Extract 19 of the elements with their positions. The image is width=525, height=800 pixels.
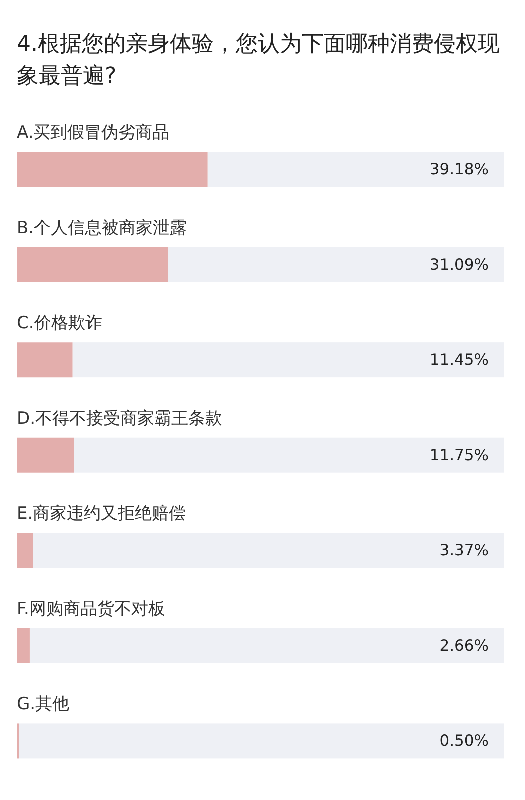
y-tick-label: E.商家违约又拒绝赔偿	[17, 504, 186, 524]
data-label: 11.75%	[430, 446, 489, 464]
bar	[17, 533, 34, 568]
y-tick-label: A.买到假冒伪劣商品	[17, 123, 170, 143]
data-label: 11.45%	[430, 351, 489, 370]
y-tick-label: B.个人信息被商家泄露	[17, 218, 188, 238]
y-tick-label: C.价格欺诈	[17, 314, 102, 334]
data-label: 3.37%	[440, 542, 489, 560]
data-label: 2.66%	[440, 636, 489, 655]
chart-title: 4.根据您的亲身体验，您认为下面哪种消费侵权现象最普遍?	[17, 31, 501, 91]
y-tick-label: F.网购商品货不对板	[17, 599, 166, 620]
data-label: 0.50%	[440, 732, 489, 750]
data-label: 31.09%	[430, 256, 489, 274]
data-label: 39.18%	[430, 160, 489, 178]
bar	[17, 438, 74, 473]
bar	[17, 342, 73, 378]
y-tick-label: D.不得不接受商家霸王条款	[17, 408, 222, 429]
bar	[17, 628, 30, 664]
y-tick-label: G.其他	[17, 694, 70, 715]
